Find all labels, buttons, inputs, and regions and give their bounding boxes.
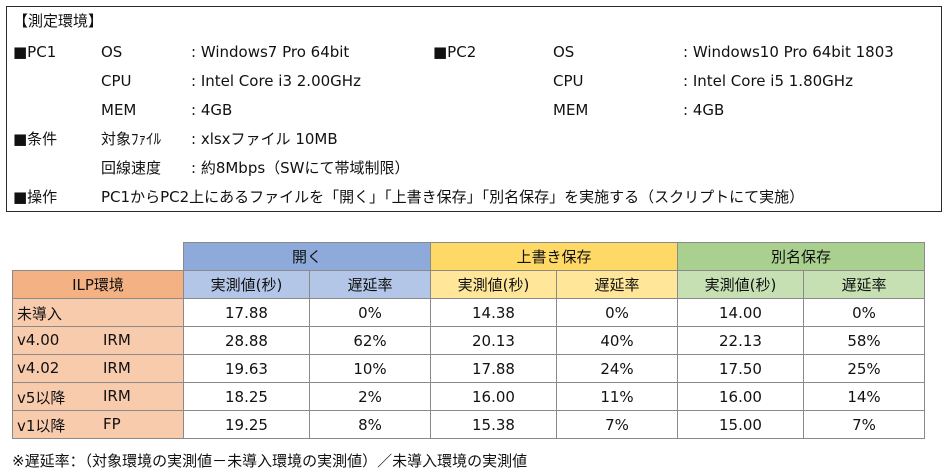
open-delay: 62%	[309, 326, 431, 355]
env-cell: 未導入	[12, 298, 184, 327]
saveas-measured-header: 実測値(秒)	[677, 270, 804, 299]
save-as-header: 別名保存	[677, 242, 925, 271]
env-version: 未導入	[17, 305, 63, 323]
open-delay: 0%	[309, 298, 431, 327]
saveas-measured: 17.50	[677, 354, 804, 383]
results-table: 開く 上書き保存 別名保存 ILP環境 実測値(秒) 遅延率 実測値(秒) 遅延…	[12, 242, 925, 439]
target-file-key: 対象ﾌｧｲﾙ	[101, 130, 162, 148]
table-row: v1以降 FP 19.25 8% 15.38 7% 15.00 7%	[12, 410, 925, 439]
saveas-delay-header: 遅延率	[803, 270, 925, 299]
pc2-os-value: : Windows10 Pro 64bit 1803	[683, 43, 894, 61]
pc1-mem-value: : 4GB	[191, 101, 233, 119]
pc2-mem-key: MEM	[553, 101, 589, 119]
saveas-delay: 14%	[803, 382, 925, 411]
overwrite-measured: 15.38	[430, 410, 557, 439]
open-delay: 10%	[309, 354, 431, 383]
saveas-delay: 58%	[803, 326, 925, 355]
overwrite-delay-header: 遅延率	[556, 270, 678, 299]
open-measured: 19.63	[183, 354, 310, 383]
table-row: v4.00 IRM 28.88 62% 20.13 40% 22.13 58%	[12, 326, 925, 355]
open-measured: 28.88	[183, 326, 310, 355]
overwrite-delay: 24%	[556, 354, 678, 383]
overwrite-delay: 40%	[556, 326, 678, 355]
overwrite-measured: 17.88	[430, 354, 557, 383]
env-version: v1以降	[17, 417, 66, 435]
line-speed-key: 回線速度	[101, 159, 162, 177]
saveas-delay: 25%	[803, 354, 925, 383]
open-measured: 17.88	[183, 298, 310, 327]
pc2-label: ■PC2	[433, 43, 477, 61]
open-delay: 2%	[309, 382, 431, 411]
open-measured: 19.25	[183, 410, 310, 439]
open-measured: 18.25	[183, 382, 310, 411]
environment-title: 【測定環境】	[13, 12, 104, 30]
line-speed-value: : 約8Mbps（SWにて帯域制限）	[191, 159, 410, 177]
saveas-measured: 22.13	[677, 326, 804, 355]
open-header: 開く	[183, 242, 431, 271]
env-cell: v1以降 FP	[12, 410, 184, 439]
pc1-cpu-value: : Intel Core i3 2.00GHz	[191, 72, 361, 90]
env-cell: v5以降 IRM	[12, 382, 184, 411]
operation-label: ■操作	[13, 188, 58, 206]
conditions-label: ■条件	[13, 130, 58, 148]
sub-header-row: ILP環境 実測値(秒) 遅延率 実測値(秒) 遅延率 実測値(秒) 遅延率	[12, 270, 925, 299]
saveas-measured: 14.00	[677, 298, 804, 327]
pc2-os-key: OS	[553, 43, 575, 61]
env-kind: IRM	[103, 359, 131, 377]
open-delay: 8%	[309, 410, 431, 439]
pc1-mem-key: MEM	[101, 101, 137, 119]
saveas-measured: 16.00	[677, 382, 804, 411]
open-measured-header: 実測値(秒)	[183, 270, 310, 299]
target-file-value: : xlsxファイル 10MB	[191, 130, 338, 148]
overwrite-delay: 7%	[556, 410, 678, 439]
overwrite-measured: 20.13	[430, 326, 557, 355]
env-kind: IRM	[103, 331, 131, 349]
overwrite-measured: 16.00	[430, 382, 557, 411]
open-delay-header: 遅延率	[309, 270, 431, 299]
env-kind: IRM	[103, 387, 131, 405]
pc2-mem-value: : 4GB	[683, 101, 725, 119]
table-row: v4.02 IRM 19.63 10% 17.88 24% 17.50 25%	[12, 354, 925, 383]
env-cell: v4.00 IRM	[12, 326, 184, 355]
overwrite-delay: 0%	[556, 298, 678, 327]
overwrite-measured-header: 実測値(秒)	[430, 270, 557, 299]
saveas-delay: 7%	[803, 410, 925, 439]
pc2-cpu-value: : Intel Core i5 1.80GHz	[683, 72, 853, 90]
table-row: v5以降 IRM 18.25 2% 16.00 11% 16.00 14%	[12, 382, 925, 411]
pc1-cpu-key: CPU	[101, 72, 132, 90]
delay-rate-note: ※遅延率：（対象環境の実測値－未導入環境の実測値）／未導入環境の実測値	[12, 452, 528, 470]
saveas-measured: 15.00	[677, 410, 804, 439]
pc1-os-key: OS	[101, 43, 123, 61]
overwrite-measured: 14.38	[430, 298, 557, 327]
overwrite-save-header: 上書き保存	[430, 242, 678, 271]
operation-text: PC1からPC2上にあるファイルを「開く」「上書き保存」「別名保存」を実施する（…	[101, 188, 805, 206]
pc1-os-value: : Windows7 Pro 64bit	[191, 43, 350, 61]
measurement-environment-box: 【測定環境】 ■PC1 OS : Windows7 Pro 64bit CPU …	[6, 6, 942, 212]
group-header-row: 開く 上書き保存 別名保存	[12, 242, 925, 271]
saveas-delay: 0%	[803, 298, 925, 327]
env-cell: v4.02 IRM	[12, 354, 184, 383]
env-version: v5以降	[17, 389, 66, 407]
env-version: v4.02	[17, 359, 60, 377]
env-kind: FP	[103, 415, 121, 433]
overwrite-delay: 11%	[556, 382, 678, 411]
table-row: 未導入 17.88 0% 14.38 0% 14.00 0%	[12, 298, 925, 327]
pc1-label: ■PC1	[13, 43, 57, 61]
ilp-env-header: ILP環境	[12, 270, 184, 299]
pc2-cpu-key: CPU	[553, 72, 584, 90]
env-version: v4.00	[17, 331, 60, 349]
